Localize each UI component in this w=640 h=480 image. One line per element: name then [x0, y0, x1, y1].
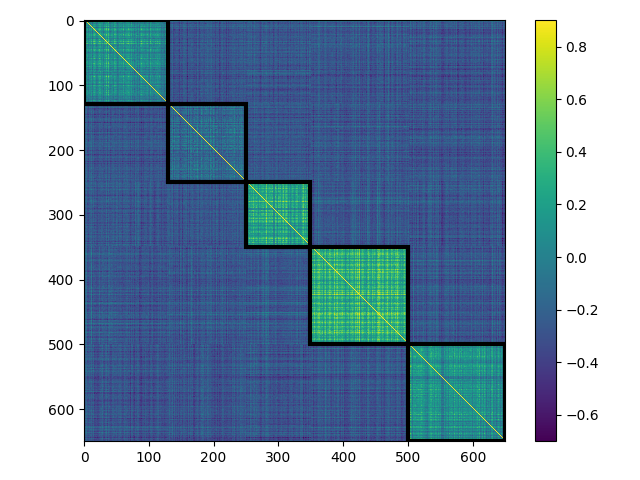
Bar	[168, 105, 246, 182]
Bar	[84, 20, 168, 105]
Bar	[310, 247, 408, 344]
Bar	[246, 182, 310, 247]
Bar	[408, 344, 505, 441]
